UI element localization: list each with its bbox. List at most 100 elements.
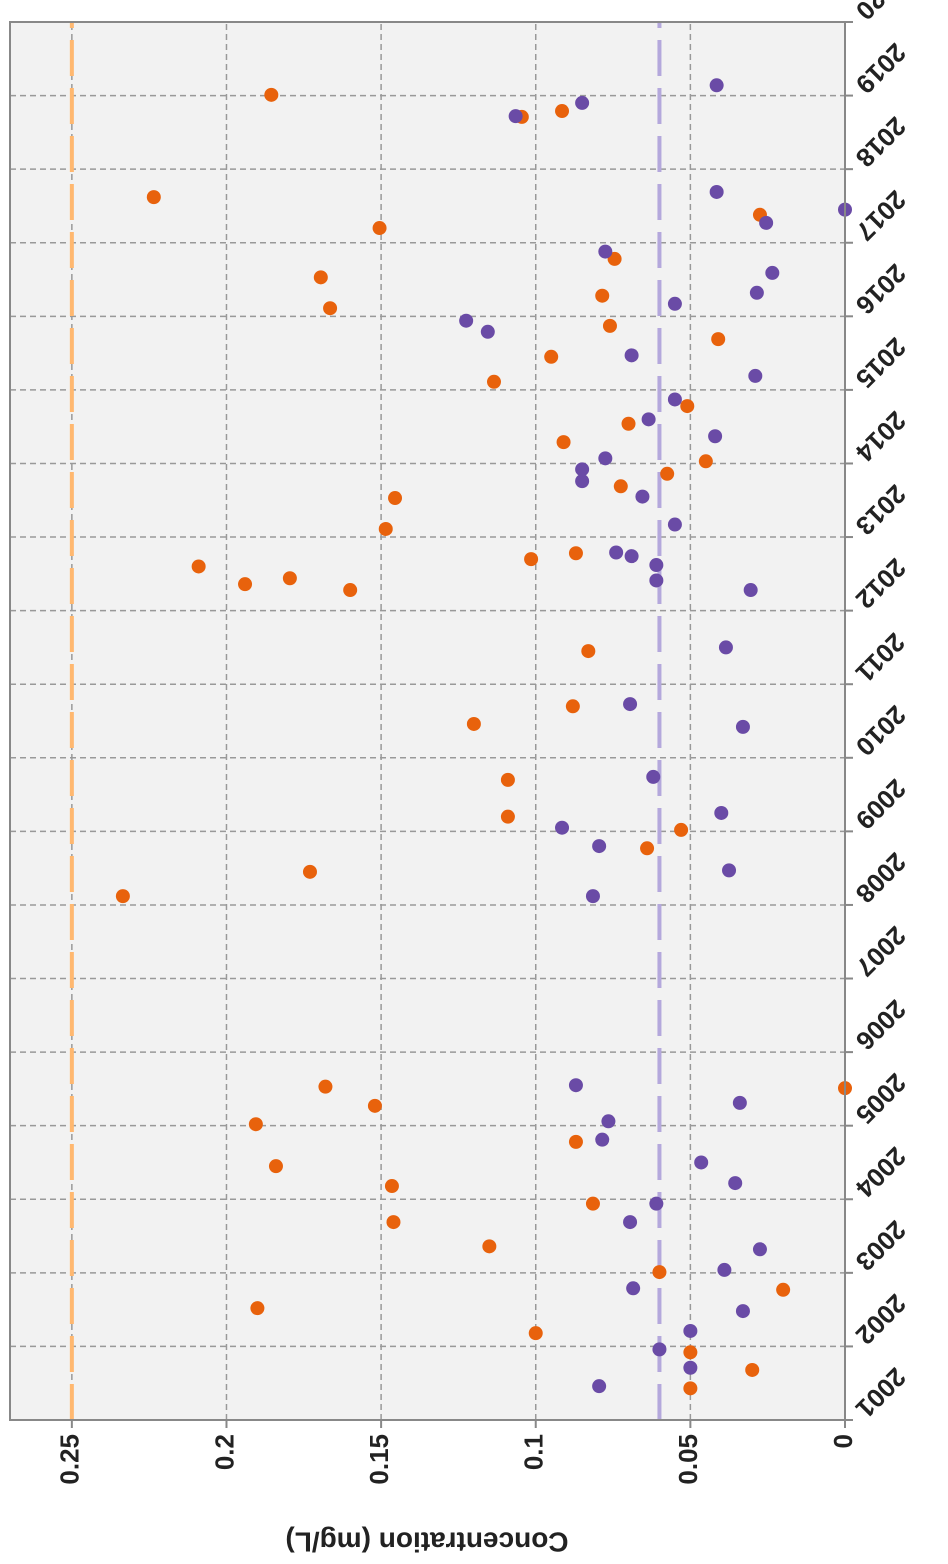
point bbox=[624, 549, 639, 564]
point bbox=[592, 1379, 607, 1394]
y-axis-label: Concentration (mg/L) bbox=[285, 1527, 568, 1558]
point bbox=[585, 889, 600, 904]
point bbox=[765, 265, 780, 280]
point bbox=[568, 1134, 583, 1149]
point bbox=[748, 368, 763, 383]
rotated-chart: Concentration (mg/L) 2001 2002 2003 2004 200… bbox=[9, 0, 912, 1558]
point bbox=[480, 324, 495, 339]
point bbox=[667, 296, 682, 311]
point bbox=[667, 517, 682, 532]
point bbox=[674, 822, 689, 837]
y-tick-label: 0.15 bbox=[364, 1434, 394, 1485]
plot-background bbox=[10, 22, 845, 1420]
y-tick-label: 0.1 bbox=[519, 1434, 549, 1470]
y-tick-label: 0 bbox=[828, 1434, 858, 1448]
point bbox=[384, 1179, 399, 1194]
x-tick-label: 2015 bbox=[850, 332, 912, 394]
point bbox=[544, 349, 559, 364]
x-tick-label: 2008 bbox=[850, 847, 912, 909]
x-tick-label: 2019 bbox=[850, 38, 912, 100]
point bbox=[621, 416, 636, 431]
point bbox=[482, 1239, 497, 1254]
point bbox=[649, 573, 664, 588]
point bbox=[264, 87, 279, 102]
x-tick-label: 2002 bbox=[850, 1288, 912, 1350]
point bbox=[555, 104, 570, 119]
point bbox=[575, 95, 590, 110]
y-tick-label: 0.25 bbox=[55, 1434, 85, 1485]
point bbox=[585, 1196, 600, 1211]
point bbox=[609, 545, 624, 560]
point bbox=[759, 215, 774, 230]
point bbox=[743, 583, 758, 598]
point bbox=[500, 809, 515, 824]
point bbox=[343, 583, 358, 598]
x-tick-label: 2016 bbox=[850, 258, 912, 320]
point bbox=[694, 1155, 709, 1170]
point bbox=[722, 863, 737, 878]
point bbox=[602, 318, 617, 333]
point bbox=[248, 1117, 263, 1132]
point bbox=[749, 285, 764, 300]
point bbox=[323, 301, 338, 316]
point bbox=[575, 474, 590, 489]
point bbox=[735, 1304, 750, 1319]
point bbox=[683, 1345, 698, 1360]
point bbox=[683, 1323, 698, 1338]
point bbox=[680, 399, 695, 414]
x-tick-label: 2012 bbox=[850, 553, 912, 615]
point bbox=[268, 1159, 283, 1174]
point bbox=[635, 489, 650, 504]
point bbox=[711, 332, 726, 347]
point bbox=[313, 270, 328, 285]
point bbox=[667, 392, 682, 407]
point bbox=[623, 697, 638, 712]
point bbox=[660, 466, 675, 481]
plot-frame bbox=[9, 21, 846, 1421]
y-tick-label: 0.2 bbox=[209, 1434, 239, 1470]
point bbox=[601, 1114, 616, 1129]
point bbox=[508, 109, 523, 124]
x-tick-label: 2020 bbox=[850, 0, 912, 26]
point bbox=[459, 313, 474, 328]
point bbox=[776, 1282, 791, 1297]
point bbox=[683, 1360, 698, 1375]
point bbox=[367, 1098, 382, 1113]
point bbox=[565, 699, 580, 714]
point bbox=[575, 462, 590, 477]
x-tick-label: 2001 bbox=[850, 1362, 912, 1424]
x-tick-label: 2006 bbox=[850, 994, 912, 1056]
point bbox=[238, 577, 253, 592]
x-tick-label: 2017 bbox=[850, 185, 912, 247]
point bbox=[714, 805, 729, 820]
point bbox=[646, 769, 661, 784]
point bbox=[372, 221, 387, 236]
point bbox=[718, 640, 733, 655]
point bbox=[302, 864, 317, 879]
point bbox=[250, 1301, 265, 1316]
x-tick-label: 2018 bbox=[850, 111, 912, 173]
x-tick-label: 2014 bbox=[850, 405, 912, 467]
point bbox=[598, 451, 613, 466]
x-tick-label: 2007 bbox=[850, 921, 912, 983]
point bbox=[528, 1326, 543, 1341]
point bbox=[466, 716, 481, 731]
point bbox=[500, 772, 515, 787]
point bbox=[708, 429, 723, 444]
point bbox=[486, 374, 501, 389]
point bbox=[717, 1262, 732, 1277]
x-tick-label: 2011 bbox=[850, 627, 911, 688]
x-tick-label: 2005 bbox=[850, 1068, 912, 1130]
point bbox=[555, 820, 570, 835]
x-tick-label: 2004 bbox=[850, 1141, 912, 1203]
y-tick-label: 0.05 bbox=[673, 1434, 703, 1485]
point bbox=[568, 546, 583, 561]
point bbox=[623, 1215, 638, 1230]
point bbox=[624, 348, 639, 363]
point bbox=[115, 889, 130, 904]
point bbox=[568, 1078, 583, 1093]
point bbox=[378, 521, 393, 536]
point bbox=[640, 841, 655, 856]
point bbox=[649, 558, 664, 573]
